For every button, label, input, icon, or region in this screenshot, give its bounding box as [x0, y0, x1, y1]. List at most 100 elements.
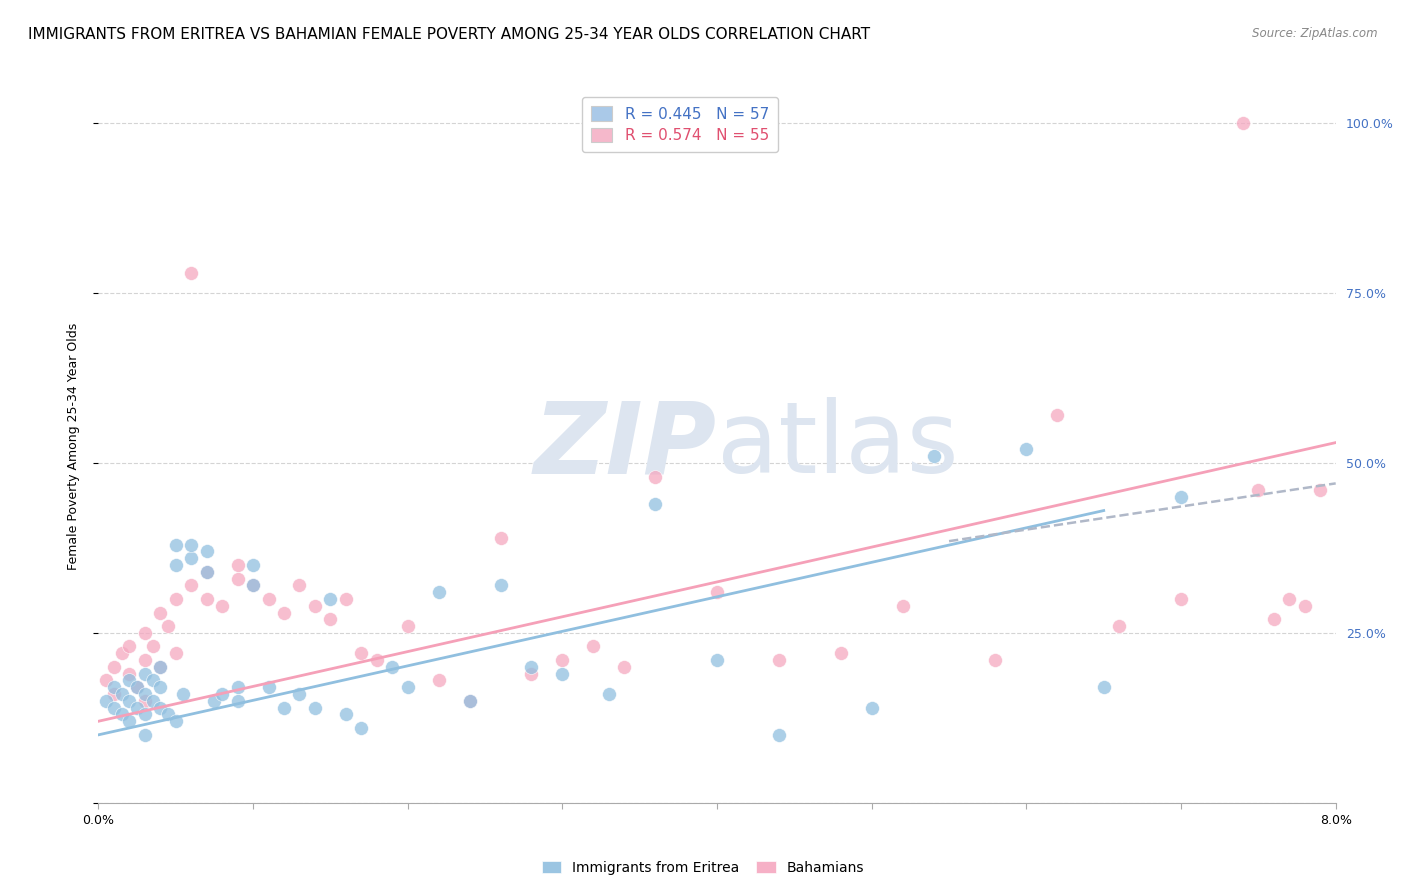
Point: [195, 591, 218, 606]
Point: [195, 565, 218, 579]
Point: [118, 640, 141, 654]
Point: [226, 694, 249, 708]
Point: [180, 266, 202, 280]
Point: [396, 680, 419, 694]
Point: [1170, 490, 1192, 504]
Point: [520, 660, 543, 674]
Point: [860, 700, 883, 714]
Point: [96, 694, 118, 708]
Point: [157, 707, 180, 722]
Point: [127, 700, 149, 714]
Point: [149, 606, 172, 620]
Point: [118, 666, 141, 681]
Point: [830, 646, 852, 660]
Point: [165, 537, 187, 551]
Point: [1278, 591, 1301, 606]
Point: [226, 572, 249, 586]
Point: [180, 578, 202, 592]
Legend: Immigrants from Eritrea, Bahamians: Immigrants from Eritrea, Bahamians: [536, 855, 870, 880]
Point: [613, 660, 636, 674]
Point: [226, 558, 249, 572]
Point: [288, 687, 311, 701]
Point: [127, 680, 149, 694]
Point: [134, 707, 156, 722]
Point: [335, 707, 357, 722]
Point: [134, 626, 156, 640]
Point: [111, 707, 134, 722]
Y-axis label: Female Poverty Among 25-34 Year Olds: Female Poverty Among 25-34 Year Olds: [67, 322, 80, 570]
Point: [273, 700, 295, 714]
Text: IMMIGRANTS FROM ERITREA VS BAHAMIAN FEMALE POVERTY AMONG 25-34 YEAR OLDS CORRELA: IMMIGRANTS FROM ERITREA VS BAHAMIAN FEMA…: [28, 27, 870, 42]
Point: [257, 591, 280, 606]
Point: [458, 694, 481, 708]
Point: [134, 694, 156, 708]
Point: [165, 591, 187, 606]
Point: [551, 653, 574, 667]
Text: atlas: atlas: [717, 398, 959, 494]
Point: [1170, 591, 1192, 606]
Point: [551, 666, 574, 681]
Point: [396, 619, 419, 633]
Legend: R = 0.445   N = 57, R = 0.574   N = 55: R = 0.445 N = 57, R = 0.574 N = 55: [582, 97, 778, 153]
Point: [366, 653, 388, 667]
Point: [1294, 599, 1316, 613]
Point: [304, 700, 326, 714]
Point: [226, 680, 249, 694]
Point: [304, 599, 326, 613]
Point: [1309, 483, 1331, 498]
Point: [134, 728, 156, 742]
Point: [706, 653, 728, 667]
Point: [195, 544, 218, 558]
Point: [165, 714, 187, 729]
Point: [149, 660, 172, 674]
Point: [111, 687, 134, 701]
Point: [768, 728, 790, 742]
Point: [257, 680, 280, 694]
Point: [1108, 619, 1130, 633]
Point: [922, 449, 945, 463]
Point: [319, 612, 342, 626]
Point: [427, 673, 450, 688]
Point: [149, 660, 172, 674]
Point: [165, 558, 187, 572]
Point: [180, 551, 202, 566]
Point: [211, 687, 233, 701]
Point: [350, 646, 373, 660]
Point: [180, 537, 202, 551]
Point: [273, 606, 295, 620]
Point: [1015, 442, 1038, 457]
Point: [1247, 483, 1270, 498]
Point: [489, 578, 512, 592]
Point: [195, 565, 218, 579]
Point: [1092, 680, 1115, 694]
Point: [103, 680, 125, 694]
Point: [242, 578, 264, 592]
Point: [142, 694, 165, 708]
Point: [172, 687, 194, 701]
Point: [489, 531, 512, 545]
Point: [103, 687, 125, 701]
Point: [644, 497, 666, 511]
Point: [142, 640, 165, 654]
Point: [319, 591, 342, 606]
Point: [127, 680, 149, 694]
Point: [242, 558, 264, 572]
Point: [381, 660, 404, 674]
Point: [458, 694, 481, 708]
Point: [204, 694, 226, 708]
Point: [520, 666, 543, 681]
Point: [350, 721, 373, 735]
Point: [103, 660, 125, 674]
Point: [598, 687, 620, 701]
Point: [165, 646, 187, 660]
Point: [111, 646, 134, 660]
Point: [118, 673, 141, 688]
Text: ZIP: ZIP: [534, 398, 717, 494]
Point: [157, 619, 180, 633]
Point: [891, 599, 914, 613]
Point: [134, 687, 156, 701]
Point: [242, 578, 264, 592]
Point: [96, 673, 118, 688]
Point: [1263, 612, 1285, 626]
Point: [134, 653, 156, 667]
